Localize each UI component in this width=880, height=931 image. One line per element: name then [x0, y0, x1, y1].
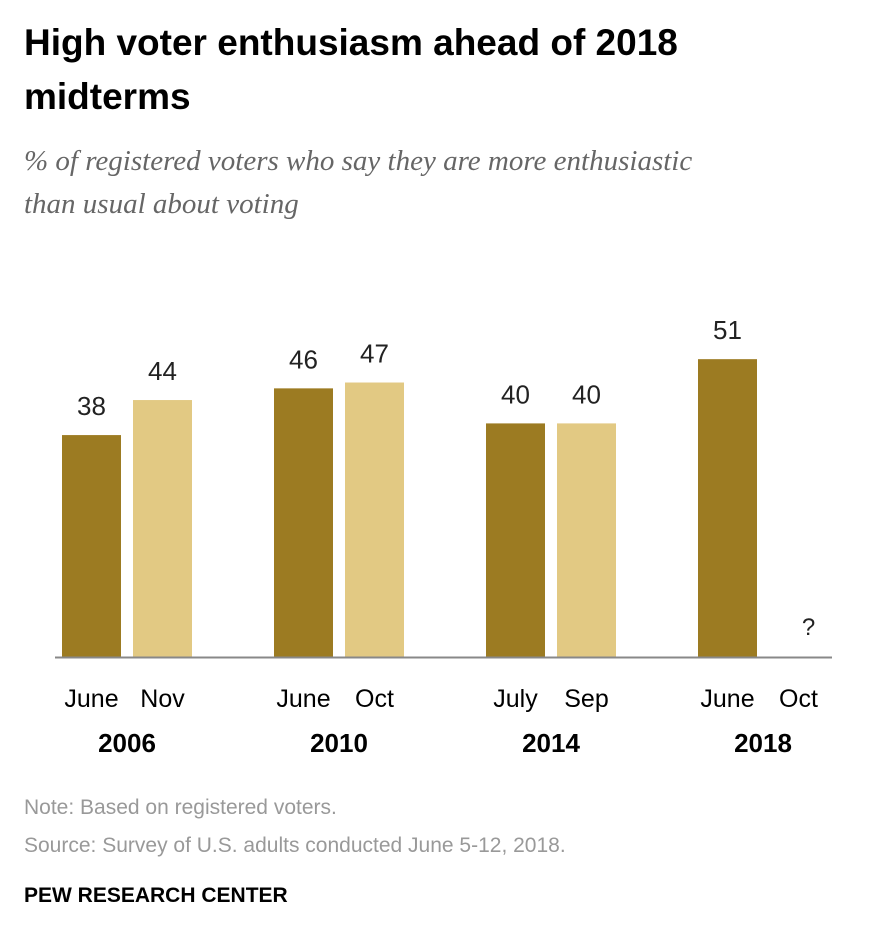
data-label: 40: [572, 379, 601, 409]
month-tick-label: June: [700, 685, 754, 713]
data-label: 40: [501, 379, 530, 409]
source: Source: Survey of U.S. adults conducted …: [24, 834, 566, 857]
year-tick-label: 2006: [98, 728, 156, 758]
month-tick-label: Sep: [564, 685, 608, 713]
data-label: 44: [148, 356, 177, 386]
note: Note: Based on registered voters.: [24, 796, 337, 819]
bar: [345, 382, 404, 657]
data-label: 46: [289, 344, 318, 374]
month-tick-label: June: [64, 685, 118, 713]
month-tick-label: June: [276, 685, 330, 713]
data-label: ?: [802, 614, 815, 641]
year-tick-label: 2014: [522, 728, 580, 758]
data-label: 38: [77, 391, 106, 421]
month-tick-label: Oct: [779, 685, 818, 713]
month-tick-label: Nov: [140, 685, 185, 713]
data-label: 47: [360, 339, 389, 369]
bar: [486, 423, 545, 657]
month-tick-label: Oct: [355, 685, 394, 713]
bar: [133, 400, 192, 657]
bar: [62, 435, 121, 657]
data-label: 51: [713, 315, 742, 345]
year-tick-label: 2018: [734, 728, 792, 758]
month-tick-label: July: [493, 685, 538, 713]
bar: [274, 388, 333, 657]
chart-title: High voter enthusiasm ahead of 2018 midt…: [24, 22, 678, 117]
year-tick-label: 2010: [310, 728, 368, 758]
bar: [698, 359, 757, 657]
bar: [557, 423, 616, 657]
bar-chart: 38 June 44 Nov 2006 46 June 47 Oct 2010 40 July 40 Se…: [55, 315, 832, 758]
brand-logo: PEW RESEARCH CENTER: [24, 884, 288, 907]
chart-subtitle: % of registered voters who say they are …: [24, 145, 693, 220]
